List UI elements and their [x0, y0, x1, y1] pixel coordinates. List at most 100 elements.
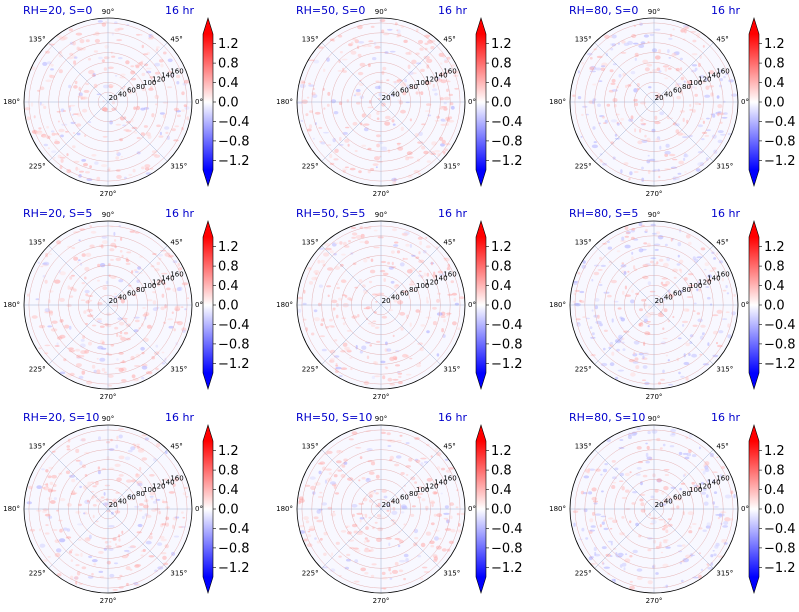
- field-cell: [635, 365, 640, 370]
- polar-frame: [23, 17, 193, 187]
- field-cell: [68, 107, 72, 111]
- field-cell: [591, 144, 599, 149]
- field-cell: [685, 342, 690, 347]
- field-cell: [380, 428, 385, 433]
- field-cell: [434, 92, 438, 96]
- r-tick-label: 100: [689, 486, 702, 494]
- r-tick-label: 100: [143, 486, 156, 494]
- theta-tick-label: 0°: [468, 98, 476, 106]
- field-cell: [297, 308, 302, 313]
- field-cell: [710, 303, 713, 306]
- field-speckles: [26, 225, 190, 387]
- field-cell: [326, 103, 330, 107]
- field-cell: [358, 41, 365, 44]
- r-tick-label: 40: [664, 497, 673, 505]
- field-cell: [358, 170, 362, 174]
- field-cell: [426, 58, 433, 64]
- field-cell: [649, 260, 655, 264]
- field-cell: [151, 153, 158, 156]
- field-cell: [39, 86, 45, 91]
- field-cell: [611, 351, 615, 356]
- field-cell: [166, 287, 171, 291]
- field-cell: [419, 577, 424, 580]
- field-cell: [709, 269, 714, 273]
- field-cell: [68, 325, 72, 330]
- field-cell: [420, 462, 424, 467]
- field-cell: [358, 279, 363, 283]
- field-cell: [620, 240, 626, 242]
- field-cell: [717, 130, 724, 134]
- field-cell: [160, 63, 164, 68]
- field-cell: [81, 159, 87, 162]
- field-cell: [385, 341, 388, 346]
- colorbar-tick-label: 0.4: [218, 279, 239, 294]
- field-cell: [572, 94, 576, 97]
- field-cell: [376, 134, 381, 138]
- field-cell: [72, 41, 76, 46]
- theta-tick-label: 45°: [443, 36, 455, 44]
- field-cell: [181, 511, 184, 514]
- field-cell: [331, 299, 338, 304]
- field-cell: [54, 140, 60, 145]
- field-cell: [693, 310, 696, 312]
- polar-panel: 0°45°90°135°180°225°270°315°20 40 60 801001…: [3, 4, 249, 198]
- colorbar-extend-low: [749, 373, 759, 389]
- r-tick-label: 80: [136, 490, 145, 498]
- field-cell: [417, 236, 423, 240]
- field-cell: [733, 293, 736, 297]
- field-cell: [436, 513, 443, 517]
- field-cell: [438, 273, 444, 276]
- field-cell: [141, 376, 145, 380]
- angular-gridline: [321, 449, 382, 510]
- field-cell: [300, 119, 304, 122]
- field-cell: [393, 284, 400, 289]
- field-cell: [84, 266, 90, 272]
- field-cell: [171, 311, 174, 315]
- colorbar-tick-label: 1.2: [218, 444, 239, 459]
- field-cell: [373, 41, 377, 46]
- field-cell: [704, 94, 711, 98]
- field-cell: [382, 375, 386, 380]
- theta-tick-label: 315°: [716, 365, 733, 373]
- field-cell: [71, 246, 76, 250]
- field-cell: [173, 107, 180, 112]
- field-cell: [119, 298, 123, 301]
- field-cell: [48, 253, 52, 255]
- field-cell: [97, 345, 104, 350]
- field-cell: [68, 550, 73, 554]
- angular-gridline: [107, 42, 168, 103]
- colorbar-tick-label: 1.2: [491, 444, 512, 459]
- panel-title: RH=20, S=0: [23, 4, 92, 17]
- field-cell: [118, 367, 124, 372]
- field-cell: [665, 143, 670, 148]
- field-cell: [66, 153, 69, 157]
- r-tick-label: 60: [127, 494, 136, 502]
- field-cell: [599, 323, 603, 327]
- field-cell: [443, 96, 450, 101]
- field-cell: [305, 484, 311, 487]
- field-cell: [700, 568, 704, 572]
- r-tick-label: 120: [152, 482, 165, 490]
- field-cell: [441, 139, 446, 144]
- field-cell: [595, 468, 601, 472]
- theta-tick-label: 135°: [575, 36, 592, 44]
- field-cell: [657, 313, 665, 318]
- field-cell: [380, 360, 386, 364]
- field-cell: [408, 457, 413, 462]
- field-cell: [420, 542, 426, 548]
- field-cell: [624, 285, 628, 290]
- field-cell: [639, 128, 642, 133]
- field-cell: [577, 271, 581, 275]
- polar-frame: [296, 220, 466, 390]
- field-cell: [406, 269, 413, 274]
- field-cell: [722, 289, 727, 292]
- field-cell: [118, 534, 121, 538]
- field-cell: [664, 150, 671, 155]
- field-cell: [374, 156, 380, 161]
- angular-gridline: [321, 508, 382, 569]
- field-cell: [372, 163, 379, 167]
- field-cell: [436, 466, 441, 470]
- field-cell: [642, 59, 649, 64]
- field-cell: [342, 169, 346, 173]
- field-cell: [665, 584, 669, 588]
